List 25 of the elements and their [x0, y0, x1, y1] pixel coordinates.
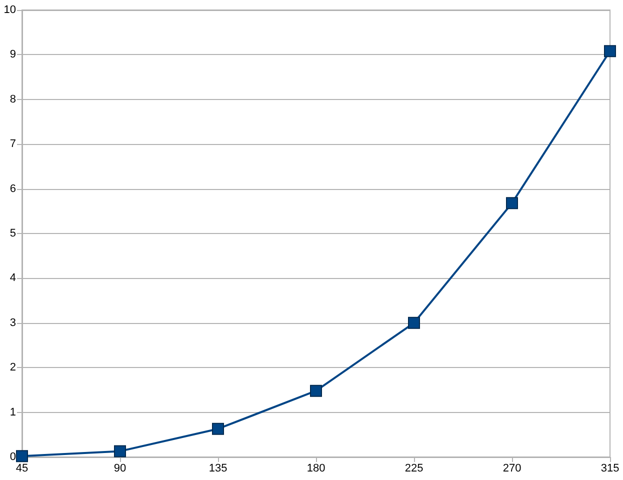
- point: [506, 197, 518, 210]
- y-tick-label: 10: [4, 4, 16, 16]
- y-tick-label: 3: [10, 316, 16, 329]
- y-tick-label: 5: [10, 228, 16, 240]
- x-tick-label: 315: [600, 462, 620, 474]
- y-tick-label: 0: [10, 451, 16, 463]
- x-tick-label: 225: [404, 462, 424, 474]
- y-tick-label: 8: [10, 93, 16, 106]
- point: [16, 450, 28, 462]
- point: [310, 384, 322, 397]
- y-tick-label: 7: [10, 138, 16, 150]
- y-tick-label: 6: [10, 182, 16, 195]
- point: [114, 445, 126, 458]
- y-tick-label: 9: [10, 48, 16, 61]
- y-tick-label: 1: [10, 406, 16, 418]
- point: [408, 316, 420, 329]
- x-tick-label: 90: [114, 462, 126, 474]
- x-tick-label: 45: [16, 462, 28, 474]
- x-tick-label: 135: [208, 462, 228, 474]
- point: [212, 422, 224, 435]
- x-tick-label: 180: [306, 462, 326, 474]
- x-tick-label: 270: [502, 462, 522, 474]
- y-tick-label: 2: [10, 362, 16, 374]
- y-tick-label: 4: [10, 272, 16, 284]
- point: [604, 45, 616, 58]
